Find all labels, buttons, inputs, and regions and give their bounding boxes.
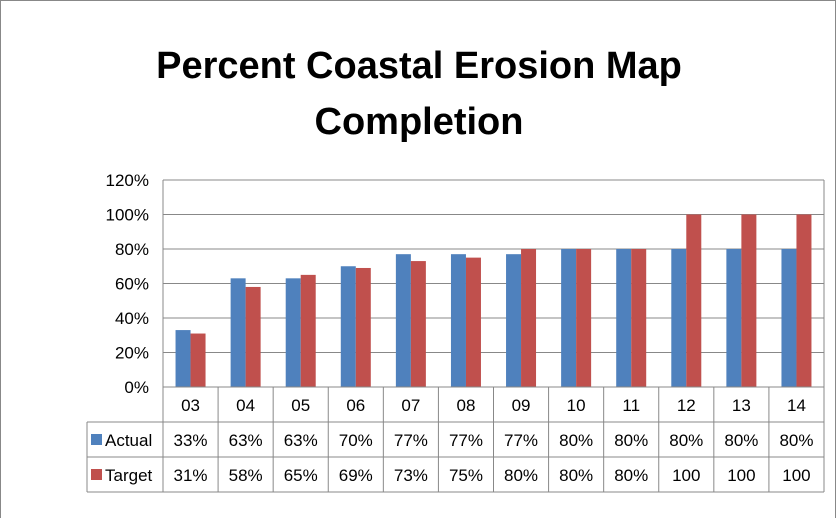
bar-actual <box>781 249 797 387</box>
bar-actual <box>561 249 577 387</box>
y-tick-label: 60% <box>115 275 149 294</box>
legend-key-target <box>91 469 102 480</box>
table-cell-actual: 70% <box>339 431 373 450</box>
table-cell-target: 31% <box>174 466 208 485</box>
table-cell-actual: 80% <box>614 431 648 450</box>
bar-actual <box>616 249 632 387</box>
chart-title-line-1: Percent Coastal Erosion Map <box>156 45 682 87</box>
legend-label-actual: Actual <box>105 431 152 450</box>
table-cell-actual: 33% <box>174 431 208 450</box>
category-label: 14 <box>787 396 806 415</box>
table-cell-actual: 77% <box>449 431 483 450</box>
table-cell-target: 100 <box>672 466 700 485</box>
bar-target <box>796 214 812 387</box>
bar-actual <box>726 249 742 387</box>
table-cell-target: 100 <box>727 466 755 485</box>
table-cell-target: 80% <box>504 466 538 485</box>
bar-target <box>741 214 757 387</box>
table-cell-target: 100 <box>782 466 810 485</box>
category-label: 10 <box>567 396 586 415</box>
category-label: 09 <box>512 396 531 415</box>
table-cell-actual: 77% <box>394 431 428 450</box>
category-label: 12 <box>677 396 696 415</box>
chart-title: Percent Coastal Erosion Map Completion <box>0 38 838 150</box>
bar-target <box>245 286 261 387</box>
table-cell-actual: 80% <box>669 431 703 450</box>
bar-actual <box>395 254 411 387</box>
category-label: 08 <box>456 396 475 415</box>
bar-target <box>465 257 481 387</box>
category-label: 13 <box>732 396 751 415</box>
category-label: 06 <box>346 396 365 415</box>
category-label: 11 <box>622 396 640 415</box>
legend-label-target: Target <box>105 466 153 485</box>
table-cell-target: 58% <box>229 466 263 485</box>
y-tick-label: 40% <box>115 309 149 328</box>
y-tick-label: 120% <box>106 171 149 190</box>
bar-actual <box>671 249 687 387</box>
category-label: 04 <box>236 396 255 415</box>
y-tick-label: 0% <box>124 378 149 397</box>
bar-target <box>355 267 371 387</box>
table-cell-actual: 80% <box>559 431 593 450</box>
category-label: 05 <box>291 396 310 415</box>
category-label: 07 <box>401 396 420 415</box>
bar-target <box>190 333 206 387</box>
bar-actual <box>175 330 191 387</box>
table-cell-actual: 77% <box>504 431 538 450</box>
bar-actual <box>340 266 356 387</box>
y-tick-label: 20% <box>115 344 149 363</box>
bar-actual <box>506 254 522 387</box>
bar-actual <box>450 254 466 387</box>
table-cell-target: 69% <box>339 466 373 485</box>
bar-target <box>631 249 647 387</box>
bar-actual <box>285 278 301 387</box>
table-cell-actual: 80% <box>724 431 758 450</box>
bar-target <box>410 261 426 387</box>
table-cell-target: 73% <box>394 466 428 485</box>
table-cell-target: 65% <box>284 466 318 485</box>
bar-actual <box>230 278 246 387</box>
y-tick-label: 100% <box>106 206 149 225</box>
table-cell-actual: 63% <box>229 431 263 450</box>
bar-target <box>521 249 537 387</box>
chart-title-line-2: Completion <box>314 101 524 143</box>
bar-target <box>300 274 316 387</box>
legend-key-actual <box>91 434 102 445</box>
table-cell-target: 75% <box>449 466 483 485</box>
table-cell-target: 80% <box>559 466 593 485</box>
bar-target <box>686 214 702 387</box>
y-tick-label: 80% <box>115 240 149 259</box>
table-cell-target: 80% <box>614 466 648 485</box>
table-cell-actual: 80% <box>779 431 813 450</box>
bar-target <box>576 249 592 387</box>
category-label: 03 <box>181 396 200 415</box>
table-cell-actual: 63% <box>284 431 318 450</box>
